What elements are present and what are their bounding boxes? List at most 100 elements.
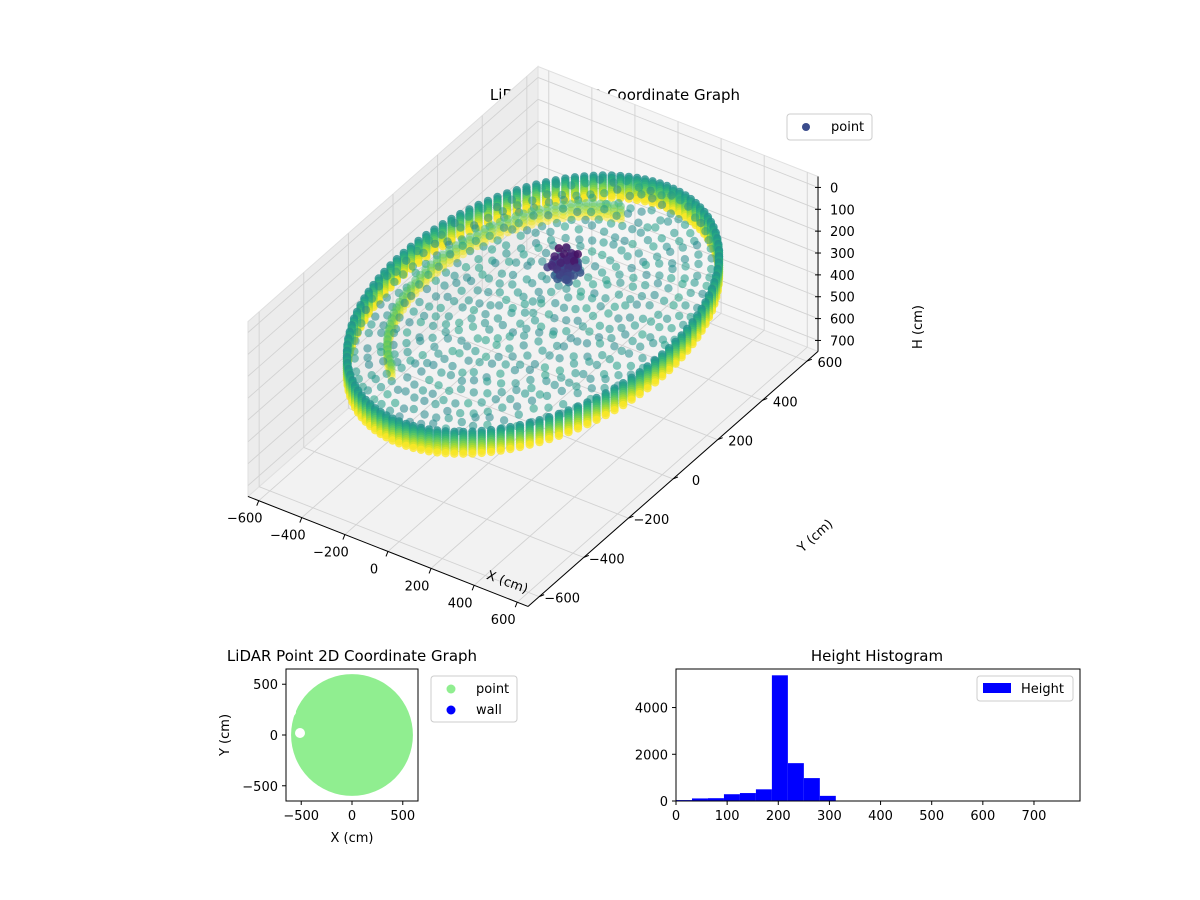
point-marker — [464, 356, 473, 365]
point-marker — [550, 252, 559, 261]
x-tick-label: 0 — [348, 809, 356, 824]
point-marker — [667, 191, 676, 200]
point-marker — [419, 248, 428, 258]
chart-3d: LiDAR Point 3D Coordinate Graph −600−400… — [227, 65, 926, 628]
point-marker — [595, 339, 605, 348]
point-marker — [441, 268, 451, 277]
grid-line-h — [247, 120, 539, 377]
point-marker — [461, 263, 471, 272]
point-marker — [371, 374, 380, 384]
point-marker — [425, 375, 434, 385]
point-marker — [605, 355, 614, 364]
point-marker — [638, 353, 647, 363]
point-marker — [399, 404, 409, 413]
point-marker — [654, 310, 663, 319]
point-marker — [586, 207, 596, 217]
point-marker — [525, 365, 535, 375]
point-marker — [543, 190, 552, 199]
point-marker — [485, 231, 494, 241]
point-marker — [496, 446, 505, 455]
point-marker — [508, 225, 517, 234]
point-marker — [560, 222, 570, 231]
point-marker — [556, 258, 565, 268]
point-marker — [529, 211, 538, 220]
x-tick-label: 100 — [715, 809, 740, 824]
point-marker — [441, 449, 450, 458]
point-marker — [603, 280, 612, 289]
point-marker — [565, 378, 574, 387]
point-marker — [701, 227, 710, 236]
point-marker — [350, 354, 359, 363]
point-marker — [405, 318, 414, 327]
h-tick-label: 100 — [830, 203, 855, 218]
point-marker — [455, 349, 464, 358]
point-marker — [663, 217, 673, 226]
point-marker — [573, 337, 582, 346]
point-marker — [587, 294, 597, 303]
point-marker — [361, 305, 371, 315]
point-marker — [638, 314, 648, 323]
chart-3d-legend: point — [786, 113, 873, 141]
point-marker — [698, 289, 707, 299]
grid-line-h — [537, 120, 819, 232]
point-marker — [428, 333, 437, 342]
x-tick — [299, 517, 303, 523]
point-marker — [545, 351, 554, 360]
point-marker — [508, 270, 518, 280]
point-marker — [554, 281, 563, 290]
point-marker — [505, 344, 514, 353]
y-tick-label: −600 — [544, 592, 580, 607]
x-tick-label: −400 — [270, 529, 306, 544]
point-marker — [466, 276, 476, 286]
point-marker — [411, 359, 420, 368]
point-marker — [666, 209, 675, 218]
point-marker — [357, 319, 366, 328]
point-marker — [538, 346, 547, 355]
point-marker — [363, 353, 372, 362]
point-marker — [636, 228, 645, 237]
point-marker — [414, 280, 424, 289]
legend-label-height: Height — [1021, 682, 1064, 697]
point-marker — [632, 300, 641, 309]
point-marker — [667, 274, 676, 283]
point-marker — [429, 419, 438, 428]
point-marker — [582, 304, 591, 313]
histogram-bar — [771, 675, 788, 801]
point-marker — [430, 342, 439, 351]
point-marker — [562, 316, 571, 325]
point-marker — [477, 398, 486, 407]
point-marker — [448, 361, 457, 371]
y-tick-label: 600 — [817, 356, 842, 371]
point-marker — [538, 257, 547, 266]
point-marker — [614, 290, 624, 299]
point-marker — [575, 235, 584, 244]
point-marker — [537, 299, 546, 308]
y-tick-label: −400 — [589, 552, 625, 567]
point-marker — [441, 320, 451, 329]
histogram-legend: Height — [976, 675, 1074, 702]
point-marker — [474, 263, 484, 272]
h-tick-label: 600 — [830, 313, 855, 328]
point-marker — [502, 249, 511, 258]
h-tick-label: 700 — [830, 334, 855, 349]
point-marker — [511, 258, 521, 267]
y-tick-label: 200 — [728, 435, 753, 450]
point-marker — [484, 288, 493, 297]
point-marker — [562, 284, 571, 293]
point-marker — [530, 360, 540, 369]
point-marker — [475, 358, 484, 367]
point-marker — [670, 228, 679, 238]
point-marker — [458, 303, 467, 312]
point-marker — [621, 301, 630, 310]
point-marker — [634, 218, 643, 227]
point-marker — [557, 373, 566, 382]
point-marker — [571, 369, 580, 378]
point-marker — [410, 393, 419, 402]
point-marker — [444, 312, 453, 321]
point-marker — [398, 270, 408, 279]
point-marker — [595, 321, 605, 330]
point-marker — [559, 342, 569, 351]
x-tick — [256, 500, 260, 506]
point-marker — [574, 225, 583, 234]
point-marker — [457, 417, 466, 427]
